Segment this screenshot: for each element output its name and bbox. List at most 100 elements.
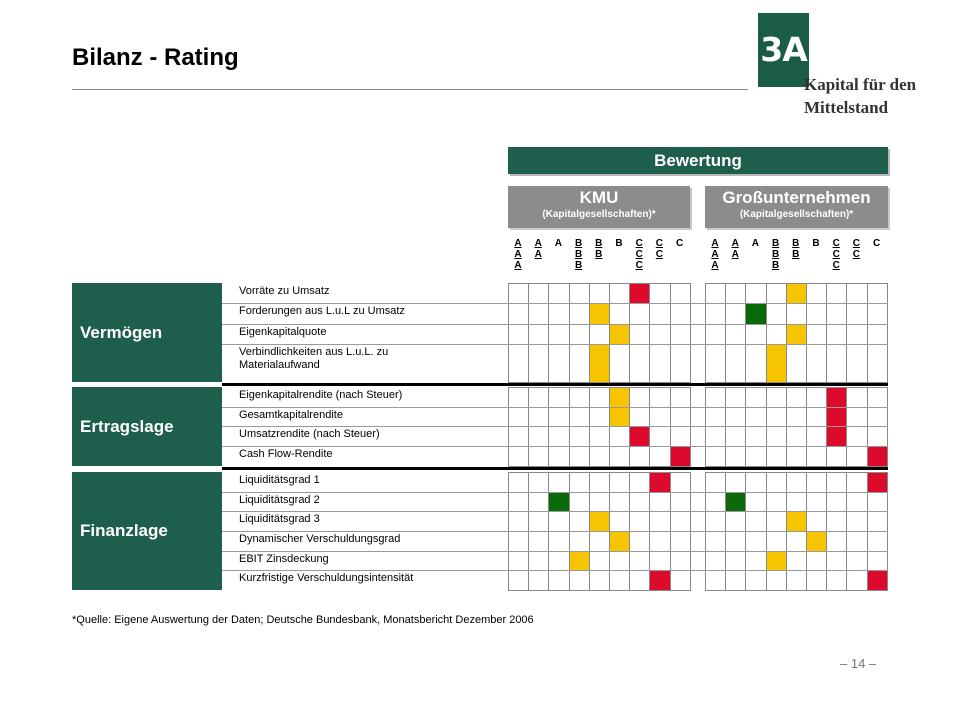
rating-cell <box>649 446 671 467</box>
rating-cell <box>745 446 767 467</box>
rating-cell <box>508 324 530 345</box>
rating-cell <box>609 446 631 467</box>
rating-cell <box>669 551 691 571</box>
rating-cell <box>745 387 767 408</box>
rating-cell <box>765 472 787 493</box>
rating-cell <box>669 283 691 304</box>
criterion-label: Dynamischer Verschuldungsgrad <box>239 533 401 545</box>
rating-cell <box>765 492 787 512</box>
rating-cell <box>629 551 651 571</box>
rating-cell <box>588 283 610 304</box>
rating-cell <box>866 324 888 345</box>
rating-cell <box>765 446 787 467</box>
rating-marker-red <box>649 472 671 493</box>
rating-cell <box>725 570 747 591</box>
rating-cell <box>649 283 671 304</box>
rating-cell <box>649 551 671 571</box>
rating-cell <box>528 551 550 571</box>
rating-cell <box>705 344 727 383</box>
rating-cell <box>806 303 828 325</box>
rating-cell <box>629 511 651 532</box>
rating-cell <box>725 387 747 408</box>
rating-cell <box>765 303 787 325</box>
rating-cell <box>725 446 747 467</box>
rating-cell <box>508 511 530 532</box>
rating-cell <box>508 303 530 325</box>
rating-cell <box>846 492 868 512</box>
rating-cell <box>629 570 651 591</box>
rating-cell <box>649 492 671 512</box>
criterion-label: Kurzfristige Verschuldungsintensität <box>239 572 414 584</box>
rating-cell <box>528 531 550 552</box>
rating-cell <box>548 283 570 304</box>
rating-cell <box>846 446 868 467</box>
rating-cell <box>785 472 807 493</box>
rating-cell <box>588 531 610 552</box>
rating-cell <box>705 511 727 532</box>
bewertung-header: Bewertung <box>508 147 888 174</box>
rating-cell <box>649 407 671 427</box>
rating-cell <box>528 387 550 408</box>
rating-cell <box>568 426 590 447</box>
rating-cell <box>806 492 828 512</box>
rating-cell <box>846 511 868 532</box>
rating-cell <box>745 570 767 591</box>
rating-cell <box>629 472 651 493</box>
rating-cell <box>866 303 888 325</box>
rating-cell <box>609 472 631 493</box>
criterion-label: EBIT Zinsdeckung <box>239 553 329 565</box>
rating-cell <box>745 344 767 383</box>
rating-marker-yellow <box>765 551 787 571</box>
row-divider <box>222 324 888 325</box>
rating-marker-yellow <box>609 324 631 345</box>
rating-cell <box>548 387 570 408</box>
rating-cell <box>806 344 828 383</box>
rating-cell <box>785 531 807 552</box>
grade-label: C <box>675 238 684 249</box>
rating-cell <box>846 407 868 427</box>
rating-cell <box>866 531 888 552</box>
row-divider <box>222 531 888 532</box>
rating-cell <box>826 472 848 493</box>
rating-marker-red <box>866 472 888 493</box>
rating-cell <box>508 492 530 512</box>
rating-cell <box>846 303 868 325</box>
rating-cell <box>669 570 691 591</box>
rating-cell <box>508 531 530 552</box>
rating-cell <box>528 446 550 467</box>
kmu-subtitle: (Kapitalgesellschaften)* <box>542 209 656 220</box>
rating-marker-yellow <box>765 344 787 383</box>
rating-cell <box>866 511 888 532</box>
rating-cell <box>508 283 530 304</box>
rating-cell <box>866 426 888 447</box>
rating-cell <box>785 303 807 325</box>
rating-cell <box>866 492 888 512</box>
rating-cell <box>725 303 747 325</box>
rating-cell <box>568 387 590 408</box>
rating-cell <box>588 426 610 447</box>
rating-cell <box>846 387 868 408</box>
rating-cell <box>866 551 888 571</box>
rating-cell <box>725 407 747 427</box>
rating-cell <box>568 344 590 383</box>
rating-cell <box>528 570 550 591</box>
rating-cell <box>725 283 747 304</box>
rating-marker-yellow <box>568 551 590 571</box>
rating-cell <box>508 472 530 493</box>
rating-cell <box>548 511 570 532</box>
criterion-label: Verbindlichkeiten aus L.u.L. zu Material… <box>239 346 389 371</box>
rating-cell <box>806 446 828 467</box>
rating-cell <box>846 531 868 552</box>
rating-cell <box>785 344 807 383</box>
rating-cell <box>765 570 787 591</box>
rating-marker-red <box>649 570 671 591</box>
rating-cell <box>806 472 828 493</box>
rating-cell <box>568 303 590 325</box>
rating-marker-yellow <box>609 387 631 408</box>
row-divider <box>222 570 888 571</box>
rating-cell <box>649 324 671 345</box>
